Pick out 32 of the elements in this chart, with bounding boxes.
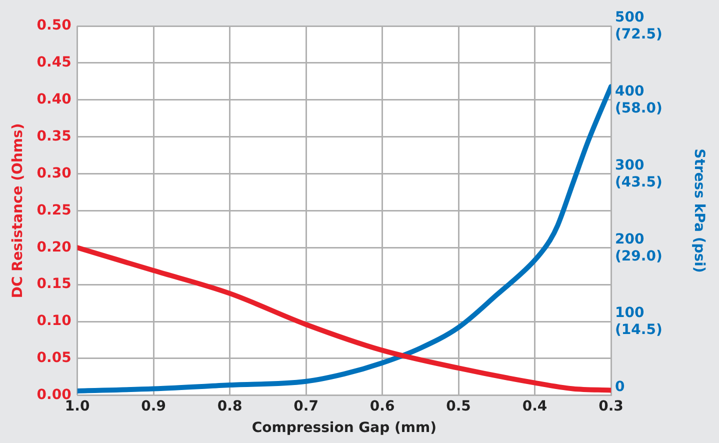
y-tick-label: 0.10: [36, 313, 72, 330]
y-axis-title: DC Resistance (Ohms): [10, 123, 26, 298]
y2-tick-label: 500: [615, 10, 644, 26]
x-tick-label: 0.5: [446, 398, 471, 414]
y-tick-label: 0.20: [36, 239, 72, 256]
y-tick-label: 0.25: [36, 202, 72, 218]
y3-tick-label: (72.5): [615, 26, 662, 43]
x-tick-label: 0.8: [217, 398, 242, 414]
y2-tick-label: 100: [615, 305, 644, 322]
y2-tick-label: 300: [615, 157, 644, 174]
y-tick-label: 0.30: [36, 165, 72, 182]
x-tick-label: 0.3: [598, 398, 624, 414]
x-tick-label: 0.9: [141, 398, 166, 414]
y2-axis-title: Stress kPa (psi): [690, 148, 707, 273]
x-tick-label: 0.7: [294, 398, 318, 414]
y2-tick-label: 0: [615, 379, 625, 396]
y-tick-label: 0.50: [36, 18, 72, 34]
y3-tick-label: (29.0): [615, 248, 662, 264]
y3-tick-label: (43.5): [615, 174, 662, 190]
y-tick-label: 0.15: [36, 276, 72, 292]
y3-tick-label: (58.0): [615, 100, 662, 117]
x-tick-label: 1.0: [64, 398, 90, 414]
y-tick-label: 0.05: [36, 350, 72, 366]
y2-tick-label: 400: [615, 84, 644, 100]
y-tick-label: 0.35: [36, 128, 72, 144]
x-axis-title: Compression Gap (mm): [252, 420, 436, 436]
y3-tick-label: (14.5): [615, 322, 662, 338]
x-tick-label: 0.4: [522, 398, 548, 414]
y2-tick-label: 200: [615, 231, 644, 248]
y-tick-label: 0.40: [36, 92, 72, 108]
y-tick-label: 0.45: [36, 54, 72, 71]
x-tick-label: 0.6: [370, 398, 395, 414]
